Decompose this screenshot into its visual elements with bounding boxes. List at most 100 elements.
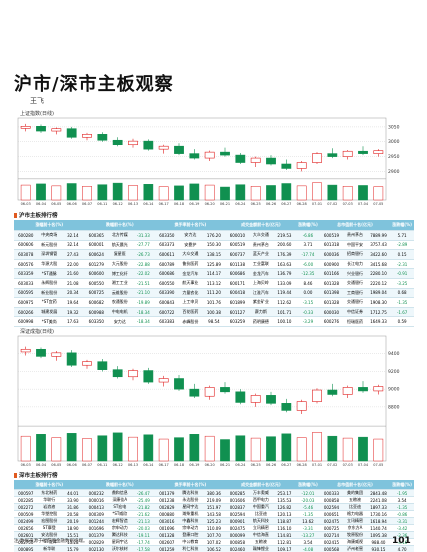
column-header: 涨跌幅(%) xyxy=(390,220,414,231)
table-cell: 兴业银行 xyxy=(343,268,367,279)
table-cell: 赛力斯 xyxy=(249,307,273,318)
table-cell: 工业富联 xyxy=(249,259,273,270)
table-cell: 603350 xyxy=(155,230,179,241)
volume-bar xyxy=(250,186,261,201)
table-cell: 新华联 xyxy=(37,545,62,552)
table-cell: 京东方A xyxy=(343,524,367,532)
candle-body xyxy=(235,154,246,163)
volume-bar xyxy=(235,435,246,462)
candle-body xyxy=(296,401,307,411)
candle-body xyxy=(373,150,384,154)
volume-bar xyxy=(51,437,62,462)
table-cell: 126.82 xyxy=(272,503,297,511)
table-cell: 星网宇达 xyxy=(108,538,132,546)
x-tick-label: 06-28 xyxy=(297,463,307,467)
candle-body xyxy=(250,157,261,163)
table-cell: 立讯精密 xyxy=(343,517,367,525)
candle-body xyxy=(327,389,338,395)
table-cell: 大元股份 xyxy=(108,259,132,270)
table-cell: 农通股份 xyxy=(108,297,132,308)
ranking-table: 涨幅前十名(%) 跌幅前十名(%) 换手率前十名(%) 成交金额前十名(亿元) 涨跌幅(… xyxy=(14,220,414,327)
table-cell: 106.52 xyxy=(202,545,226,552)
table-cell: 沃尔核材 xyxy=(108,545,132,552)
candle-body xyxy=(174,145,184,154)
x-tick-label: 06-06 xyxy=(67,202,77,206)
volume-bar xyxy=(97,184,108,201)
y-tick-label: 3000 xyxy=(388,139,400,145)
table-cell: 中电电机 xyxy=(108,307,132,318)
table-cell: 紫金矿业 xyxy=(249,297,273,308)
volume-bar xyxy=(312,432,322,462)
table-cell: 15.51 xyxy=(61,531,85,539)
column-header: 成交金额前十名(亿元) xyxy=(225,220,297,231)
table-cell: 002415 xyxy=(319,538,344,546)
candle-body xyxy=(358,387,368,392)
table-cell: 001238 xyxy=(155,496,179,504)
table-cell: 601166 xyxy=(319,268,344,279)
table-cell: 002837 xyxy=(225,503,250,511)
x-tick-label: 06-27 xyxy=(281,202,291,206)
table-cell: ST摩登 xyxy=(37,524,62,532)
table-cell: -6.86 xyxy=(296,230,320,241)
table-cell: 002499 xyxy=(14,517,38,525)
table-cell: 176.39 xyxy=(272,249,297,260)
table-cell: 3757.43 xyxy=(366,240,391,251)
volume-bar xyxy=(342,437,353,462)
table-cell: 002607 xyxy=(155,538,179,546)
candle-body xyxy=(189,388,200,397)
table-cell: 988.40 xyxy=(366,538,391,546)
table-cell: 湘工工业 xyxy=(108,278,132,289)
table-cell: 002829 xyxy=(84,538,109,546)
x-tick-label: 06-03 xyxy=(21,202,31,206)
table-cell: -1.67 xyxy=(390,307,414,318)
table-cell: 002829 xyxy=(155,503,179,511)
table-cell: 工商银行 xyxy=(343,288,367,299)
table-cell: 000895 xyxy=(14,545,38,552)
chart-frame xyxy=(17,335,387,462)
table-cell: 603390 xyxy=(155,288,179,299)
table-cell: 3422.60 xyxy=(366,249,391,260)
table-cell: 7889.99 xyxy=(366,230,391,241)
table-cell: 美的集团 xyxy=(343,489,367,497)
table-cell: 002475 xyxy=(225,524,250,532)
table-cell: 600595 xyxy=(14,288,38,299)
table-cell: 东北制药 xyxy=(37,489,62,497)
x-tick-label: 06-25 xyxy=(251,202,261,206)
volume-bar xyxy=(327,184,338,201)
table-cell: 600550 xyxy=(155,278,179,289)
table-cell: 107.02 xyxy=(202,538,226,546)
table-cell: 1712.75 xyxy=(366,307,391,318)
table-cell: -25.49 xyxy=(131,496,156,504)
volume-bar xyxy=(342,186,353,201)
table-cell: 44.01 xyxy=(61,489,85,497)
x-tick-label: 06-04 xyxy=(36,463,47,467)
table-cell: -17.74 xyxy=(296,249,320,260)
table-cell: *ST美尚 xyxy=(37,316,62,327)
table-cell: 930.15 xyxy=(366,545,391,552)
table-cell: 600171 xyxy=(225,278,250,289)
table-cell: 000725 xyxy=(319,524,344,532)
volume-bar xyxy=(174,185,184,201)
table-cell: 33.90 xyxy=(61,496,85,504)
table-cell: 000880 xyxy=(155,510,179,518)
table-cell: 002475 xyxy=(319,517,344,525)
table-cell: -6.00 xyxy=(296,259,320,270)
table-cell: 600550 xyxy=(84,278,109,289)
x-tick-label: 07-02 xyxy=(327,202,337,206)
table-cell: 19.64 xyxy=(61,297,85,308)
y-tick-label: 2900 xyxy=(388,169,400,175)
table-cell: 120.13 xyxy=(272,510,297,518)
table-cell: 20.34 xyxy=(61,288,85,299)
table-cell: 110.09 xyxy=(202,524,226,532)
chart: 深证成指(日线) 8800 9000 9200 9400 06-03 06-04 06-05 0… xyxy=(17,328,400,467)
table-cell: 000509 xyxy=(14,510,38,518)
volume-bar xyxy=(250,437,261,462)
x-tick-label: 06-17 xyxy=(159,202,169,206)
table-cell: 华源大股 xyxy=(37,259,62,270)
candle-body xyxy=(281,403,292,411)
table-cell: 8.46 xyxy=(296,278,320,289)
table-cell: -0.33 xyxy=(296,307,320,318)
table-cell: 贵州茅台 xyxy=(343,230,367,241)
column-header: 成交金额前十名(亿元) xyxy=(225,480,297,490)
table-cell: 21.08 xyxy=(61,278,85,289)
